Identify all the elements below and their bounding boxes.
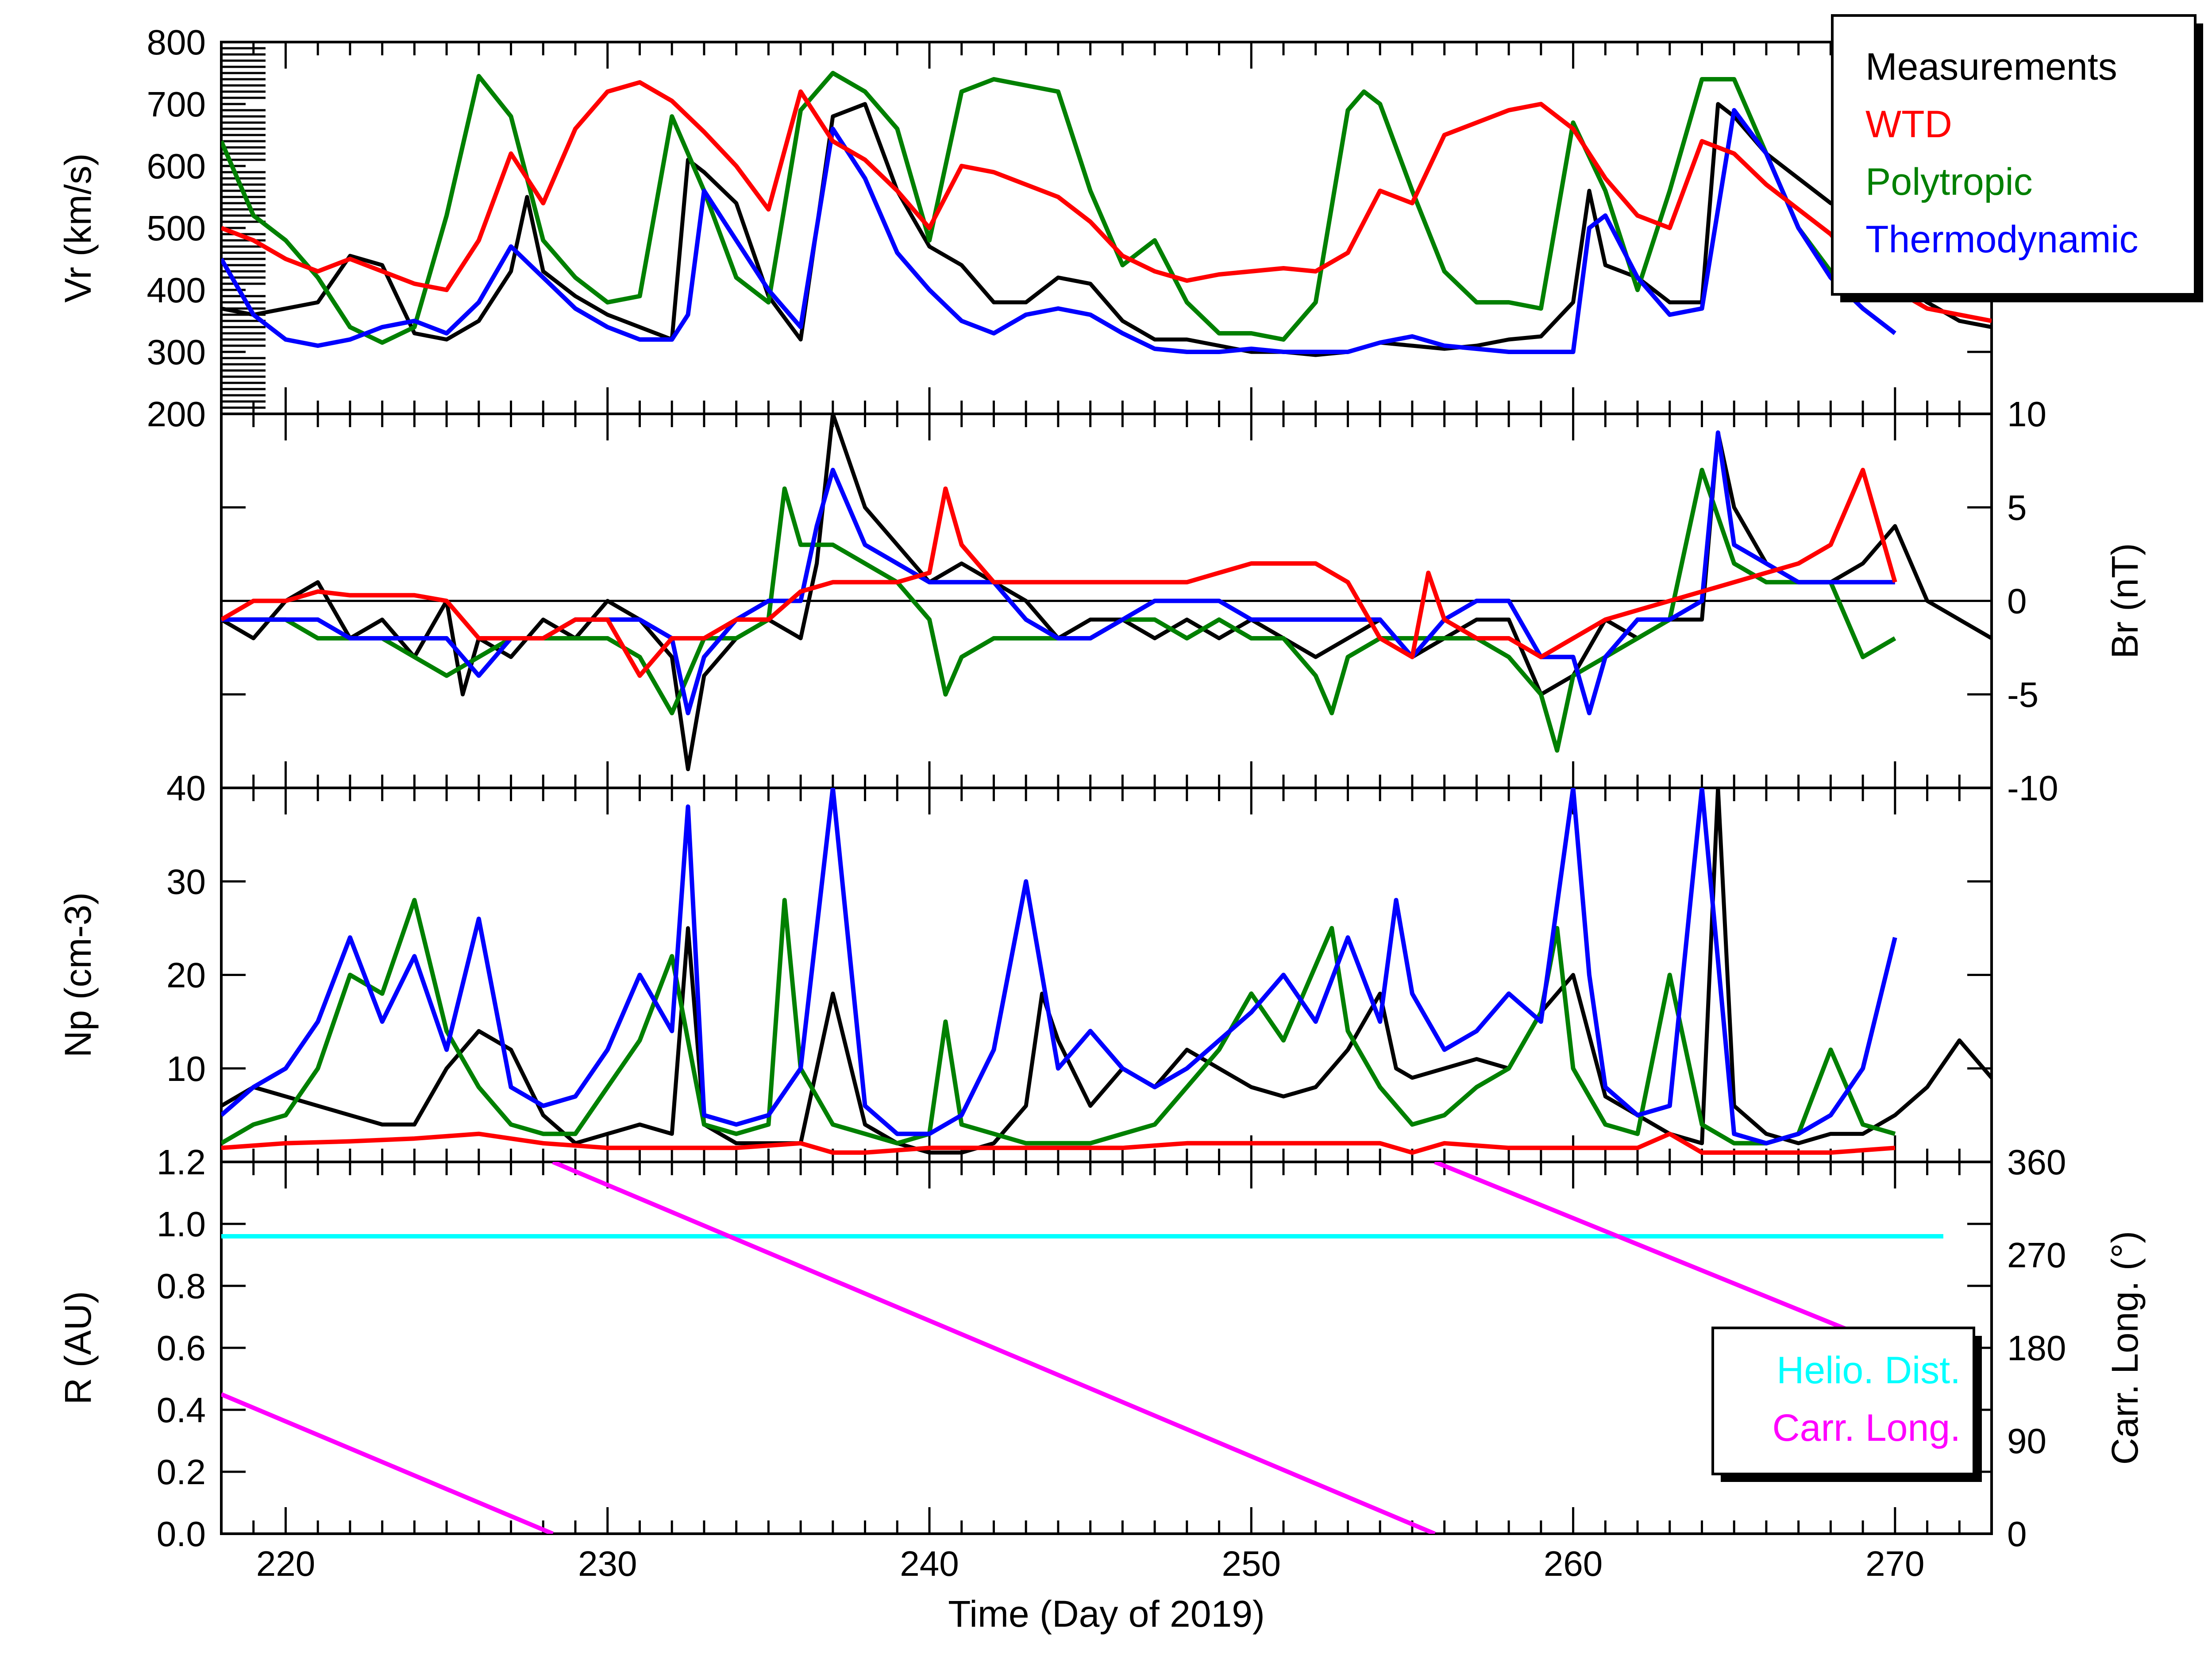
y-tick-label: 0 [2007,582,2027,621]
y2-tick-label: 270 [2007,1235,2066,1275]
series-group-r [221,1162,1944,1534]
series-line-vr-polytropic [221,71,1896,345]
y-axis-title-r: R (AU) [57,1291,99,1405]
legend-box [1711,1327,1975,1475]
x-tick-label: 240 [900,1544,959,1583]
series-line-r-carr-long--seg1 [552,1162,1436,1534]
legend-entry: Carr. Long. [1773,1407,1961,1449]
panel-vr: 800 700 600 500 400 300 200 Vr (km/s) Measuremen… [57,14,2203,434]
x-tick-label: 270 [1865,1544,1924,1583]
y-tick-label: 500 [147,208,206,248]
y-tick-label: 30 [166,862,206,901]
series-line-br-wtd [221,467,1897,678]
series-group-br [221,414,1992,772]
series-line-np-thermodynamic [221,788,1897,1146]
series-line-np-wtd [221,1131,1896,1155]
y-tick-label: 0.8 [157,1266,206,1306]
x-tick-label: 220 [256,1544,315,1583]
y-tick-label: 400 [147,270,206,310]
legend-entry: Thermodynamic [1865,218,2139,261]
series-line-vr-thermodynamic [221,108,1896,354]
y-axis-title-np: Np (cm-3) [57,892,99,1057]
legend-entry: Polytropic [1865,161,2033,203]
series-line-np-polytropic [221,898,1896,1146]
x-tick-label: 260 [1544,1544,1603,1583]
y-tick-label: 0.2 [157,1452,206,1492]
legend-vr: Measurements WTD Polytropic Thermodynamic [1831,14,2203,302]
y2-tick-label: 0 [2007,1514,2027,1554]
y2-axis-title: Carr. Long. (°) [2104,1231,2146,1465]
y-tick-label: -5 [2007,675,2039,714]
series-line-vr-measurements [221,102,1992,357]
series-group-vr [221,71,1992,357]
legend-entry: Measurements [1865,46,2117,88]
y-tick-label: 700 [147,85,206,124]
y-tick-label: 20 [166,956,206,995]
y-tick-label: -10 [2007,768,2058,808]
series-line-vr-wtd [221,80,1992,323]
legend-entry: Helio. Dist. [1777,1349,1961,1392]
y-axis-title-vr: Vr (km/s) [57,153,99,302]
y-tick-label: 5 [2007,488,2027,527]
y-tick-label: 0.0 [157,1514,206,1554]
y-axis-title-br: Br (nT) [2104,543,2146,659]
panel-r: 1.2 1.0 0.8 0.6 0.4 0.2 0.0 R (AU) 360 270 180 90 0 C… [57,1142,2146,1554]
x-axis-title: Time (Day of 2019) [948,1593,1265,1635]
y-tick-label: 0.6 [157,1328,206,1368]
legend-r: Helio. Dist. Carr. Long. [1711,1327,1982,1482]
y2-tick-label: 180 [2007,1328,2066,1368]
y-tick-label: 10 [2007,394,2046,434]
panel-br: 10 5 0 -5 -10 Br (nT) [220,394,2146,808]
series-group-np [221,788,1992,1155]
y-tick-label: 1.0 [157,1204,206,1244]
series-line-r-carr-long--seg0 [221,1392,554,1534]
y-tick-label: 200 [147,394,206,434]
y-tick-label: 0.4 [157,1390,206,1430]
panel-np: 40 30 20 10 Np (cm-3) [57,768,1993,1163]
x-tick-label: 250 [1222,1544,1281,1583]
y-tick-label: 800 [147,23,206,62]
y-tick-label: 600 [147,147,206,186]
y-tick-label: 40 [166,768,206,808]
legend-entry: WTD [1865,103,1952,146]
x-tick-label: 230 [578,1544,637,1583]
y-tick-label: 300 [147,332,206,372]
y2-tick-label: 360 [2007,1142,2066,1182]
y2-tick-label: 90 [2007,1421,2046,1461]
y-tick-label: 1.2 [157,1142,206,1182]
legend-box [1831,14,2197,296]
y-tick-label: 10 [166,1049,206,1088]
